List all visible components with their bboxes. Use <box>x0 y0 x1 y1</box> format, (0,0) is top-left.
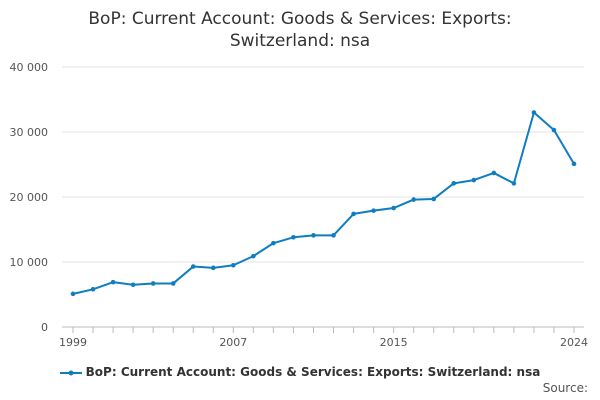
y-tick-label: 20 000 <box>10 191 49 204</box>
data-point[interactable] <box>551 127 557 133</box>
data-point[interactable] <box>251 253 256 259</box>
data-point[interactable] <box>371 208 376 213</box>
data-point[interactable] <box>231 262 236 268</box>
data-point[interactable] <box>431 196 437 202</box>
data-point[interactable] <box>110 279 116 285</box>
legend-swatch-icon <box>59 370 82 375</box>
y-tick-label: 0 <box>41 321 48 334</box>
y-tick-label: 10 000 <box>10 256 49 269</box>
chart-title-line-1: BoP: Current Account: Goods & Services: … <box>88 9 512 29</box>
chart-title-line-2: Switzerland: nsa <box>229 31 371 51</box>
x-tick-label: 2007 <box>219 336 247 349</box>
data-point[interactable] <box>511 181 517 186</box>
data-point[interactable] <box>471 177 477 183</box>
data-point[interactable] <box>451 181 457 186</box>
data-point[interactable] <box>70 291 76 297</box>
data-point[interactable] <box>170 281 176 286</box>
data-point[interactable] <box>351 211 356 217</box>
data-point[interactable] <box>391 205 396 211</box>
data-point[interactable] <box>90 287 96 292</box>
series-group <box>70 110 577 297</box>
series-line <box>72 111 575 295</box>
data-point[interactable] <box>130 282 136 288</box>
source-label: Source: <box>542 381 588 395</box>
data-point[interactable] <box>150 281 156 286</box>
x-tick-label: 2015 <box>380 336 408 349</box>
chart-title: BoP: Current Account: Goods & Services: … <box>0 8 600 52</box>
data-point[interactable] <box>190 264 196 269</box>
x-tick-label: 1999 <box>59 336 87 349</box>
legend-label: BoP: Current Account: Goods & Services: … <box>85 365 541 379</box>
data-point[interactable] <box>271 240 276 246</box>
data-point[interactable] <box>291 235 296 240</box>
y-axis: 0 10 000 20 000 30 000 40 000 <box>10 61 49 334</box>
y-tick-label: 40 000 <box>10 61 49 74</box>
x-axis: 1999 2007 2015 2024 <box>59 326 588 349</box>
legend: BoP: Current Account: Goods & Services: … <box>0 365 600 379</box>
data-point[interactable] <box>571 161 577 167</box>
data-point[interactable] <box>411 197 416 202</box>
data-point[interactable] <box>531 110 537 115</box>
data-point[interactable] <box>331 233 336 238</box>
gridlines <box>62 66 584 328</box>
data-point[interactable] <box>311 233 316 238</box>
x-tick-label: 2024 <box>560 336 588 349</box>
data-point[interactable] <box>491 170 497 176</box>
data-point[interactable] <box>210 265 216 271</box>
y-tick-label: 30 000 <box>10 126 49 139</box>
